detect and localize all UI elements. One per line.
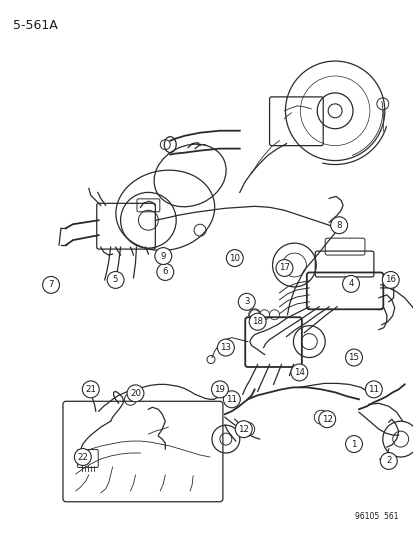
Text: 9: 9	[160, 252, 166, 261]
Text: 8: 8	[335, 221, 341, 230]
Text: 11: 11	[368, 385, 378, 394]
Text: 2: 2	[385, 456, 391, 465]
Text: 4: 4	[347, 279, 353, 288]
Text: 1: 1	[350, 440, 356, 449]
Text: 6: 6	[162, 268, 168, 277]
Circle shape	[345, 435, 361, 453]
Circle shape	[226, 249, 243, 266]
Circle shape	[223, 391, 240, 408]
Circle shape	[380, 453, 396, 470]
Circle shape	[238, 293, 254, 310]
Circle shape	[318, 411, 335, 427]
Text: 18: 18	[252, 317, 263, 326]
Text: 11: 11	[226, 395, 237, 404]
Text: 3: 3	[243, 297, 249, 306]
Text: 20: 20	[130, 389, 141, 398]
Text: 5-561A: 5-561A	[13, 19, 58, 33]
Text: 10: 10	[229, 254, 240, 263]
Text: 12: 12	[321, 415, 332, 424]
Text: 12: 12	[237, 425, 249, 434]
Circle shape	[154, 248, 171, 264]
Circle shape	[330, 217, 347, 233]
Circle shape	[157, 263, 173, 280]
Text: 96105  561: 96105 561	[354, 512, 398, 521]
Circle shape	[235, 421, 252, 438]
Text: 7: 7	[48, 280, 54, 289]
Text: 17: 17	[278, 263, 289, 272]
Circle shape	[249, 313, 266, 330]
Circle shape	[342, 276, 358, 293]
Circle shape	[275, 260, 292, 277]
Circle shape	[345, 349, 361, 366]
Circle shape	[74, 449, 91, 465]
Circle shape	[381, 271, 398, 288]
Circle shape	[107, 271, 124, 288]
Text: 5: 5	[113, 276, 118, 285]
Circle shape	[211, 381, 228, 398]
Circle shape	[217, 339, 234, 356]
Circle shape	[82, 381, 99, 398]
Text: 15: 15	[348, 353, 358, 362]
Text: 22: 22	[77, 453, 88, 462]
Circle shape	[290, 364, 307, 381]
Circle shape	[365, 381, 381, 398]
Circle shape	[127, 385, 144, 402]
Text: 13: 13	[220, 343, 231, 352]
Text: 14: 14	[293, 368, 304, 377]
Circle shape	[43, 277, 59, 293]
Text: 21: 21	[85, 385, 96, 394]
Text: 16: 16	[385, 276, 395, 285]
Text: 19: 19	[214, 385, 225, 394]
